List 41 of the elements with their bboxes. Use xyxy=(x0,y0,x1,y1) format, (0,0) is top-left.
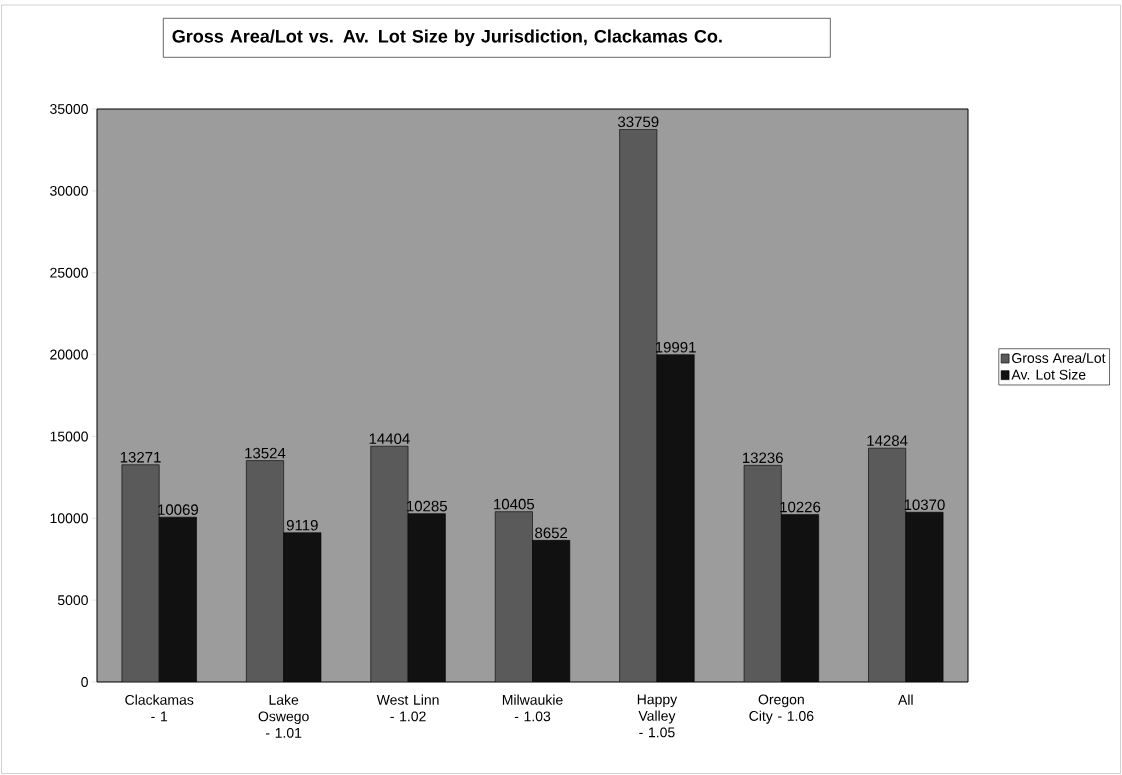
bar xyxy=(743,465,782,683)
bar xyxy=(246,460,284,683)
chart-title: Gross Area/Lot vs. Av. Lot Size by Jurisdiction, Clackamas Co. xyxy=(172,29,722,47)
data-label: 13236 xyxy=(742,452,783,464)
x-tick-label: Clackamas - 1 xyxy=(125,694,194,722)
bar xyxy=(121,464,160,683)
data-label: 14404 xyxy=(369,433,410,444)
bar xyxy=(494,511,533,683)
y-tick-label: 5000 xyxy=(57,595,88,606)
legend-label: Gross Area/Lot xyxy=(1012,352,1106,364)
data-label: 33759 xyxy=(617,116,659,128)
y-tick-label: 15000 xyxy=(50,431,88,442)
y-tick-label: 20000 xyxy=(50,349,88,360)
bar xyxy=(532,540,571,683)
x-tick-label: Milwaukie - 1.03 xyxy=(502,694,563,722)
bar xyxy=(283,532,321,683)
data-label: 9119 xyxy=(286,519,318,531)
data-label: 13524 xyxy=(245,447,286,459)
data-label: 13271 xyxy=(120,451,161,463)
y-tick-label: 10000 xyxy=(50,513,88,524)
x-tick-label: Lake Oswego - 1.01 xyxy=(258,694,309,738)
bar xyxy=(370,445,409,683)
y-tick-label: 35000 xyxy=(50,104,88,114)
y-tick-label: 30000 xyxy=(50,185,88,196)
bar xyxy=(905,511,944,683)
x-tick-label: All xyxy=(898,694,913,705)
x-tick-label: West Linn - 1.02 xyxy=(376,694,439,722)
y-tick-label: 25000 xyxy=(50,267,88,278)
bar xyxy=(619,129,658,683)
data-label: 10069 xyxy=(158,504,199,515)
data-label: 14284 xyxy=(867,435,908,446)
bar xyxy=(656,354,695,683)
data-label: 10405 xyxy=(494,498,535,510)
y-tick-label: 0 xyxy=(81,677,88,687)
x-tick-label: Oregon City - 1.06 xyxy=(749,694,814,724)
x-tick-label: Happy Valley - 1.05 xyxy=(637,694,678,738)
bar xyxy=(781,514,819,683)
legend-label: Av. Lot Size xyxy=(1011,369,1086,380)
data-label: 8652 xyxy=(535,527,568,539)
bar xyxy=(407,513,446,683)
bar xyxy=(158,516,197,683)
